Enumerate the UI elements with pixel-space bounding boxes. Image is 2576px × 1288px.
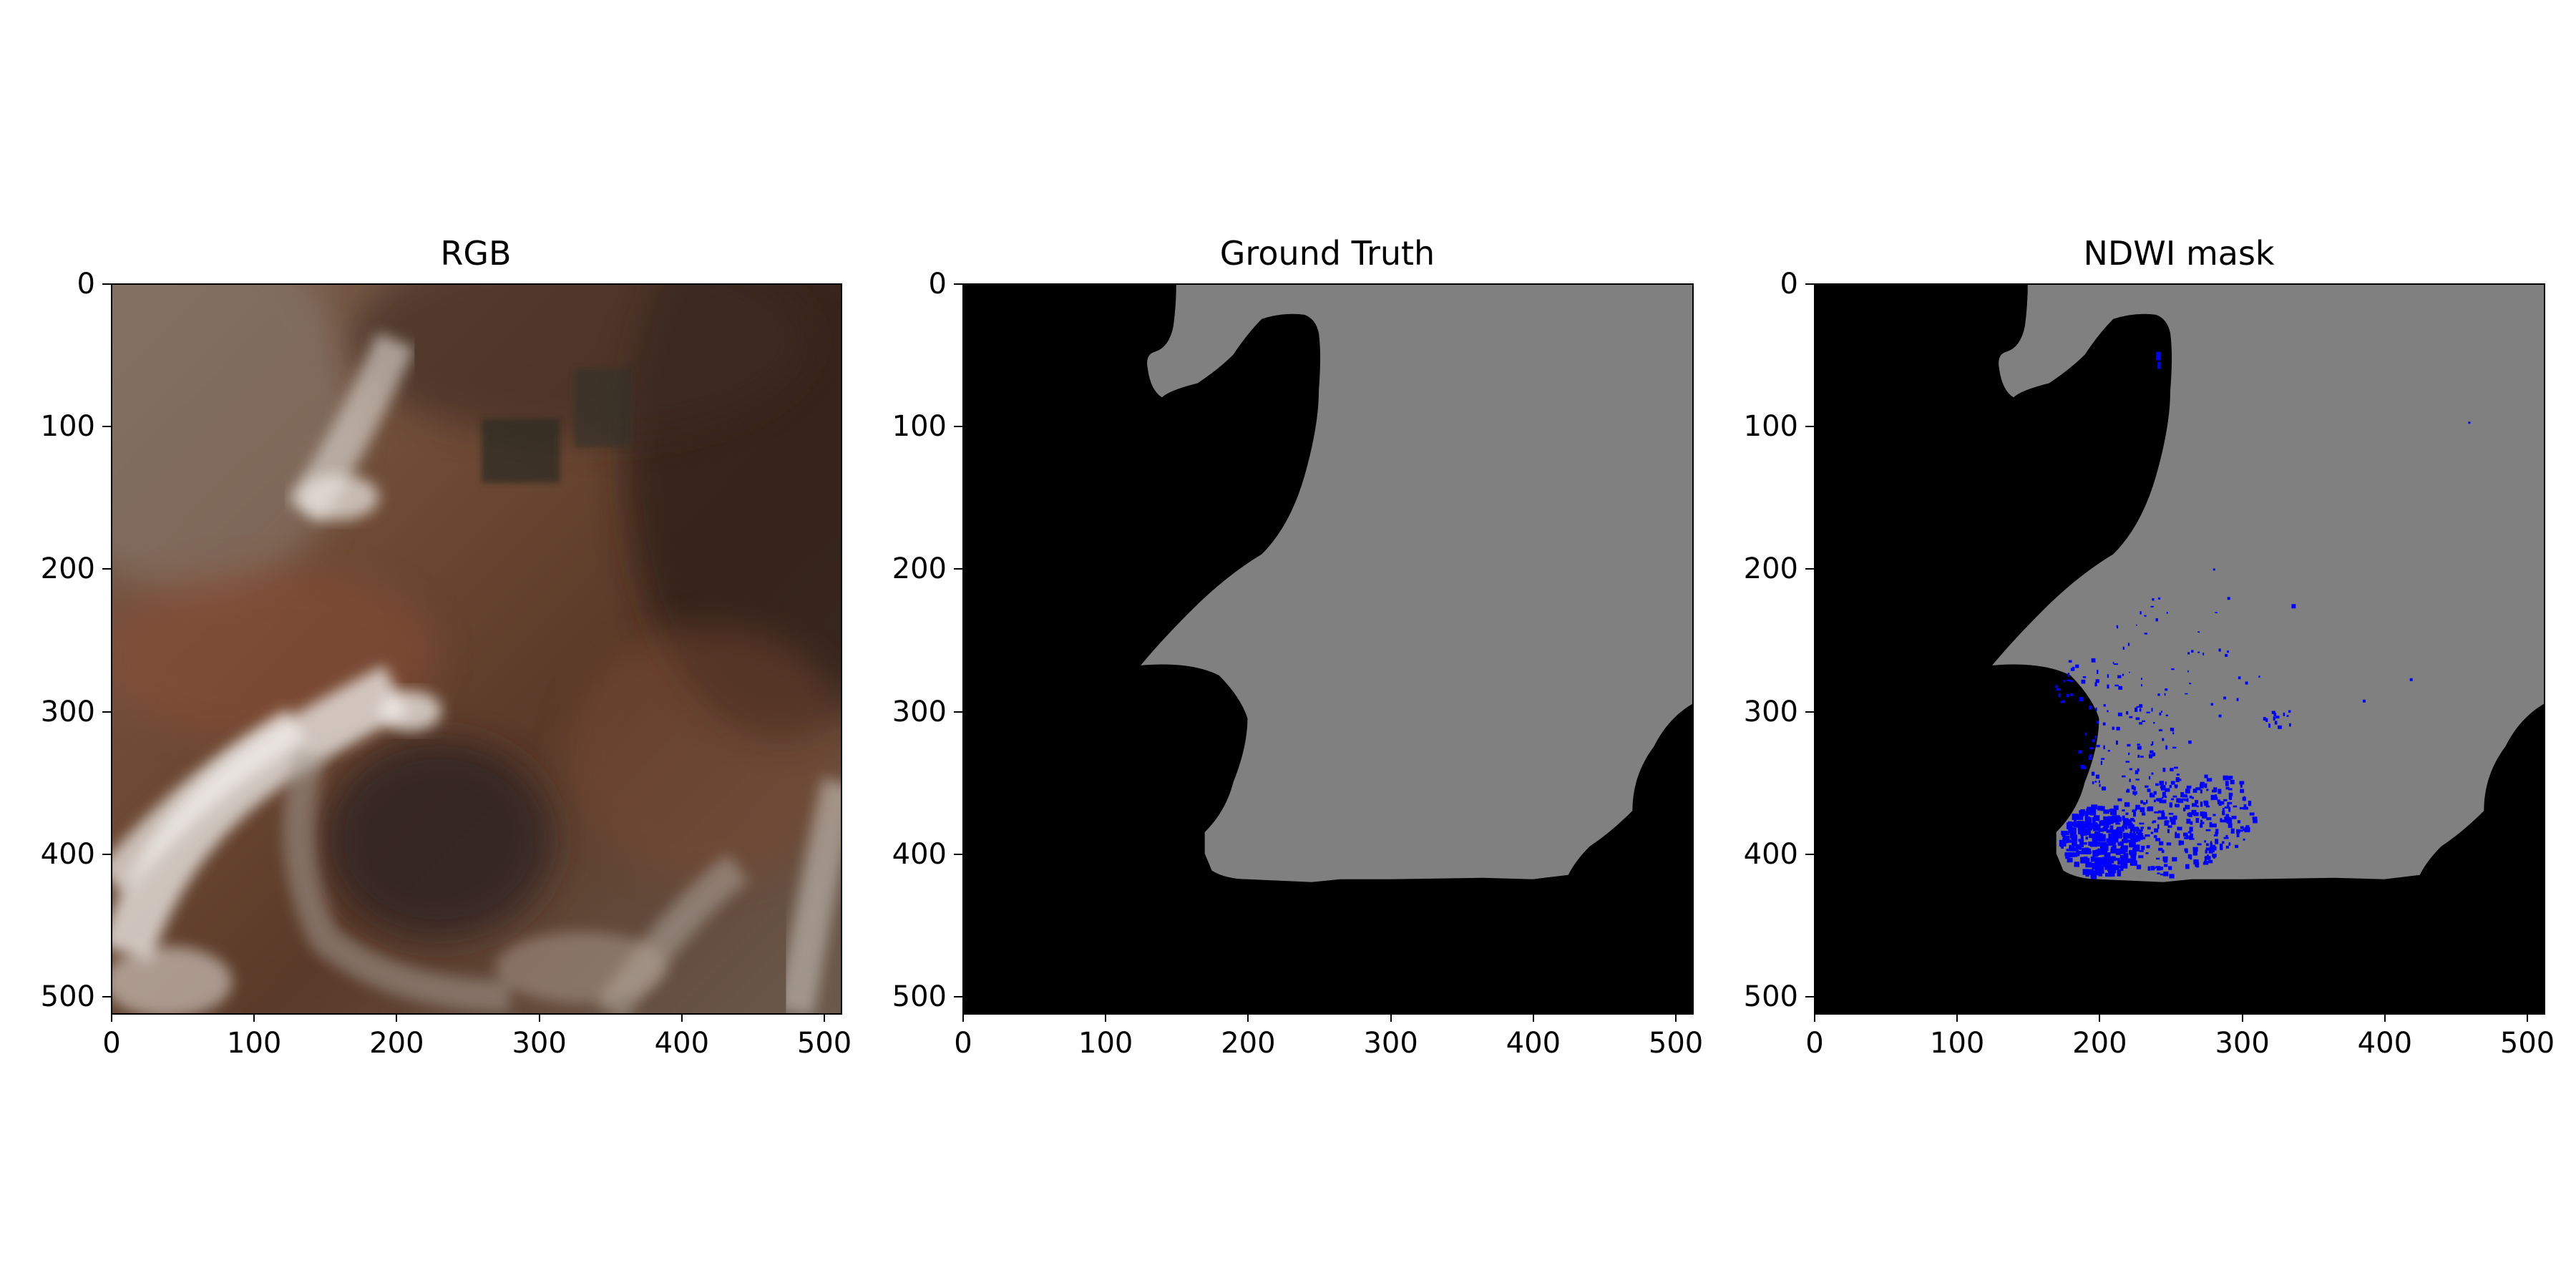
x-tick-mark: [538, 1013, 540, 1022]
ground-truth-mask: [962, 283, 1692, 1013]
y-tick-mark: [954, 996, 962, 998]
x-tick-label: 200: [2072, 1027, 2127, 1060]
x-tick-label: 0: [1805, 1027, 1824, 1060]
y-tick-mark: [1805, 996, 1814, 998]
y-tick-label: 100: [1743, 410, 1798, 444]
x-tick-mark: [1105, 1013, 1107, 1022]
y-tick-label: 100: [892, 410, 947, 444]
x-tick-label: 300: [2215, 1027, 2270, 1060]
x-tick-label: 100: [1930, 1027, 1985, 1060]
panel-ndwi-mask: NDWI mask 0 100 200 300 400 500 0 100 200 300 400 5…: [1744, 235, 2555, 1060]
y-tick-label: 100: [40, 410, 95, 444]
y-tick-label: 400: [892, 837, 947, 871]
x-tick-label: 400: [2357, 1027, 2413, 1060]
x-tick-label: 0: [102, 1027, 121, 1060]
y-tick-label: 0: [928, 267, 947, 301]
y-tick-mark: [954, 853, 962, 855]
y-tick-label: 500: [892, 980, 947, 1014]
x-tick-mark: [396, 1013, 398, 1022]
y-tick-label: 400: [40, 837, 95, 871]
y-tick-label: 0: [1780, 267, 1798, 301]
y-tick-mark: [102, 996, 111, 998]
x-tick-mark: [2527, 1013, 2529, 1022]
x-tick-label: 100: [1078, 1027, 1133, 1060]
x-tick-mark: [680, 1013, 683, 1022]
ground-truth-region: [1992, 283, 2544, 882]
x-tick-label: 0: [954, 1027, 972, 1060]
x-tick-mark: [1390, 1013, 1392, 1022]
panel-ground-truth: Ground Truth 0 100 200 300 400 500 0 100 200 300 4…: [892, 235, 1704, 1060]
x-tick-mark: [1956, 1013, 1958, 1022]
rgb-image: [111, 283, 841, 1013]
x-tick-mark: [1247, 1013, 1249, 1022]
x-tick-mark: [962, 1013, 964, 1022]
y-tick-mark: [954, 711, 962, 713]
y-tick-mark: [102, 711, 111, 713]
panel-title: NDWI mask: [2083, 234, 2275, 273]
y-tick-mark: [1805, 711, 1814, 713]
x-tick-label: 200: [369, 1027, 424, 1060]
ndwi-water-pixels: [2055, 351, 2471, 879]
x-tick-mark: [1675, 1013, 1677, 1022]
y-tick-label: 500: [1743, 980, 1798, 1014]
x-tick-mark: [2241, 1013, 2243, 1022]
y-tick-mark: [954, 568, 962, 570]
y-tick-label: 500: [40, 980, 95, 1014]
x-tick-label: 200: [1221, 1027, 1276, 1060]
y-tick-mark: [954, 426, 962, 428]
x-tick-mark: [2099, 1013, 2101, 1022]
x-tick-label: 100: [227, 1027, 282, 1060]
y-tick-mark: [102, 426, 111, 428]
x-tick-label: 400: [654, 1027, 710, 1060]
y-tick-label: 300: [1743, 695, 1798, 728]
ground-truth-region: [1141, 283, 1692, 882]
x-tick-label: 500: [2499, 1027, 2555, 1060]
y-tick-mark: [1805, 283, 1814, 285]
x-tick-label: 300: [1363, 1027, 1418, 1060]
y-tick-mark: [1805, 853, 1814, 855]
y-tick-label: 200: [1743, 552, 1798, 586]
panel-rgb: RGB: [41, 235, 852, 1060]
y-tick-label: 200: [40, 552, 95, 586]
y-tick-mark: [1805, 568, 1814, 570]
y-tick-mark: [102, 853, 111, 855]
y-tick-mark: [102, 568, 111, 570]
x-tick-label: 300: [512, 1027, 567, 1060]
y-tick-label: 200: [892, 552, 947, 586]
x-tick-label: 500: [796, 1027, 852, 1060]
x-tick-mark: [2384, 1013, 2386, 1022]
y-tick-label: 400: [1743, 837, 1798, 871]
x-tick-mark: [1813, 1013, 1815, 1022]
panel-title: RGB: [440, 234, 512, 273]
y-tick-mark: [954, 283, 962, 285]
ndwi-mask: [1814, 283, 2544, 1013]
x-tick-mark: [253, 1013, 255, 1022]
y-tick-mark: [102, 283, 111, 285]
x-tick-mark: [110, 1013, 112, 1022]
panel-title: Ground Truth: [1219, 234, 1435, 273]
x-tick-mark: [1532, 1013, 1534, 1022]
y-tick-label: 300: [40, 695, 95, 728]
x-tick-label: 400: [1506, 1027, 1561, 1060]
y-tick-mark: [1805, 426, 1814, 428]
y-tick-label: 0: [77, 267, 95, 301]
x-tick-mark: [824, 1013, 826, 1022]
y-tick-label: 300: [892, 695, 947, 728]
x-tick-label: 500: [1648, 1027, 1704, 1060]
